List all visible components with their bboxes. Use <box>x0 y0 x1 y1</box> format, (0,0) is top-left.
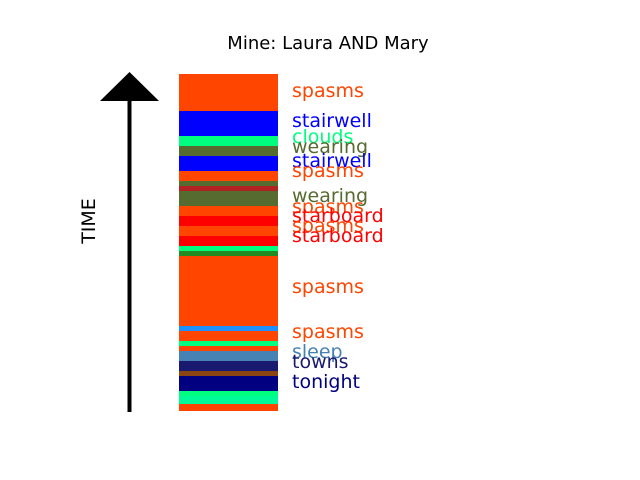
band-label-15: tonight <box>292 371 360 393</box>
time-arrow <box>100 72 159 412</box>
band-22 <box>179 371 278 376</box>
band-labels: spasmsstairwellcloudswearingstairwellspa… <box>292 80 384 393</box>
band-0 <box>179 74 278 111</box>
band-label-0: spasms <box>292 80 364 102</box>
band-17 <box>179 331 278 341</box>
band-1 <box>179 111 278 136</box>
band-6 <box>179 181 278 186</box>
band-stack <box>179 74 278 411</box>
band-label-10: starboard <box>292 225 384 247</box>
band-14 <box>179 251 278 256</box>
band-label-13: sleep <box>292 341 343 363</box>
band-20 <box>179 351 278 361</box>
band-16 <box>179 326 278 331</box>
band-label-14: towns <box>292 351 349 373</box>
band-3 <box>179 146 278 156</box>
band-label-3: wearing <box>292 136 368 158</box>
band-8 <box>179 191 278 206</box>
band-21 <box>179 361 278 371</box>
time-axis-label: TIME <box>78 198 100 245</box>
band-5 <box>179 171 278 181</box>
band-15 <box>179 256 278 326</box>
chart-title: Mine: Laura AND Mary <box>227 33 429 54</box>
band-label-7: spasms <box>292 196 364 218</box>
band-label-5: spasms <box>292 160 364 182</box>
band-label-8: starboard <box>292 205 384 227</box>
band-25 <box>179 396 278 404</box>
time-arrow-head <box>100 72 159 101</box>
band-10 <box>179 216 278 226</box>
band-19 <box>179 346 278 351</box>
band-23 <box>179 376 278 391</box>
band-4 <box>179 156 278 171</box>
band-label-11: spasms <box>292 276 364 298</box>
band-13 <box>179 246 278 251</box>
band-18 <box>179 341 278 346</box>
band-label-2: clouds <box>292 126 353 148</box>
band-7 <box>179 186 278 191</box>
band-26 <box>179 404 278 411</box>
band-label-4: stairwell <box>292 150 372 172</box>
band-label-1: stairwell <box>292 110 372 132</box>
band-label-9: spasms <box>292 215 364 237</box>
band-9 <box>179 206 278 216</box>
band-11 <box>179 226 278 236</box>
band-12 <box>179 236 278 246</box>
band-24 <box>179 391 278 396</box>
band-label-12: spasms <box>292 321 364 343</box>
band-2 <box>179 136 278 146</box>
band-label-6: wearing <box>292 185 368 207</box>
